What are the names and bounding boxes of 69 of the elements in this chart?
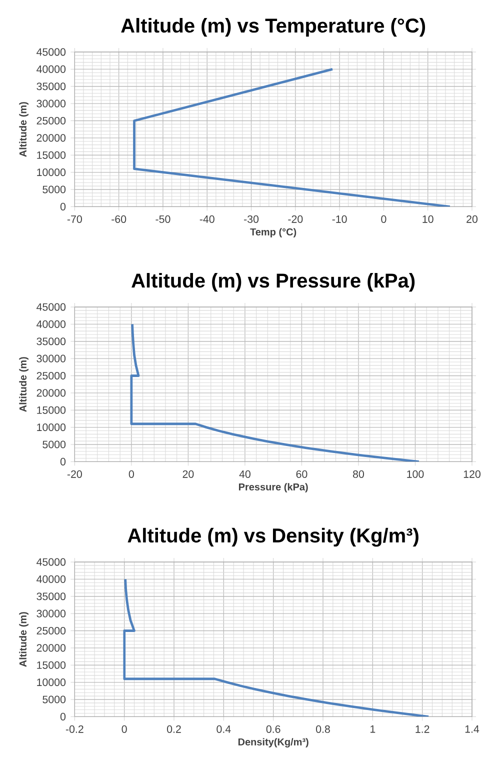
- x-axis-title: Density(Kg/m³): [238, 738, 308, 748]
- x-tick-label: -30: [244, 215, 259, 223]
- y-tick-label: 0: [60, 712, 66, 720]
- x-axis-title: Temp (°C): [250, 228, 296, 238]
- x-tick-label: 0: [381, 215, 386, 223]
- x-tick-label: -40: [200, 215, 214, 223]
- y-tick-label: 25000: [36, 372, 66, 380]
- x-tick-label: -10: [332, 215, 347, 223]
- x-tick-label: -70: [67, 215, 82, 223]
- x-tick-label: 60: [296, 470, 308, 478]
- y-tick-label: 15000: [37, 151, 66, 159]
- y-tick-label: 0: [60, 458, 66, 466]
- y-tick-label: 30000: [36, 610, 66, 618]
- y-tick-label: 40000: [36, 65, 66, 73]
- x-tick-label: 0.6: [266, 725, 280, 733]
- x-tick-label: 0.8: [316, 725, 330, 733]
- y-axis-title: Altitude (m): [19, 102, 28, 157]
- y-tick-label: 20000: [36, 644, 66, 652]
- y-tick-label: 10000: [37, 424, 66, 432]
- x-tick-label: 20: [466, 215, 478, 223]
- chart-title: Altitude (m) vs Temperature (°C): [121, 18, 426, 37]
- line-series: [130, 322, 420, 462]
- y-tick-label: 20000: [36, 134, 66, 142]
- x-tick-label: 40: [239, 470, 250, 478]
- y-tick-label: 30000: [36, 100, 66, 108]
- x-tick-label: 0: [122, 725, 127, 733]
- y-tick-label: 25000: [36, 116, 66, 125]
- y-tick-label: 10000: [37, 168, 66, 176]
- y-tick-label: 40000: [36, 320, 66, 328]
- y-tick-label: 35000: [36, 82, 66, 90]
- y-tick-label: 45000: [36, 48, 66, 56]
- y-tick-label: 5000: [42, 440, 66, 448]
- x-tick-label: 20: [182, 470, 194, 478]
- x-tick-label: 1.4: [465, 725, 480, 733]
- x-tick-label: -60: [112, 215, 126, 223]
- line-series: [133, 68, 452, 207]
- x-tick-label: 0.2: [167, 725, 181, 733]
- y-tick-label: 30000: [36, 354, 66, 362]
- y-tick-label: 35000: [36, 338, 66, 346]
- y-tick-label: 15000: [37, 661, 66, 669]
- chart-title: Altitude (m) vs Density (Kg/m³): [128, 528, 418, 547]
- x-tick-label: -0.2: [66, 725, 84, 733]
- x-tick-label: 100: [407, 470, 424, 478]
- x-tick-label: -20: [67, 470, 82, 478]
- x-tick-label: 120: [464, 470, 480, 478]
- chart-title: Altitude (m) vs Pressure (kPa): [132, 272, 415, 292]
- y-tick-label: 5000: [42, 696, 66, 704]
- y-axis-title: Altitude (m): [19, 612, 28, 667]
- y-tick-label: 25000: [36, 626, 66, 635]
- x-tick-label: 0: [128, 470, 134, 478]
- y-tick-label: 20000: [36, 389, 66, 397]
- y-tick-label: 40000: [36, 575, 66, 583]
- y-axis-title: Altitude (m): [19, 357, 28, 412]
- y-tick-label: 35000: [36, 592, 66, 600]
- x-tick-label: 10: [422, 215, 434, 223]
- line-series: [123, 578, 430, 717]
- x-tick-label: 80: [353, 470, 364, 478]
- y-tick-label: 10000: [37, 678, 66, 686]
- x-tick-label: 0.4: [216, 725, 231, 733]
- x-tick-label: -20: [288, 215, 303, 223]
- x-tick-label: -50: [156, 215, 170, 223]
- x-tick-label: 1.2: [416, 725, 430, 733]
- y-tick-label: 15000: [37, 406, 66, 414]
- y-tick-label: 0: [60, 202, 66, 210]
- x-tick-label: 1: [370, 725, 376, 733]
- y-tick-label: 45000: [36, 303, 66, 311]
- y-tick-label: 5000: [42, 186, 66, 194]
- x-axis-title: Pressure (kPa): [238, 483, 308, 492]
- y-tick-label: 45000: [36, 558, 66, 566]
